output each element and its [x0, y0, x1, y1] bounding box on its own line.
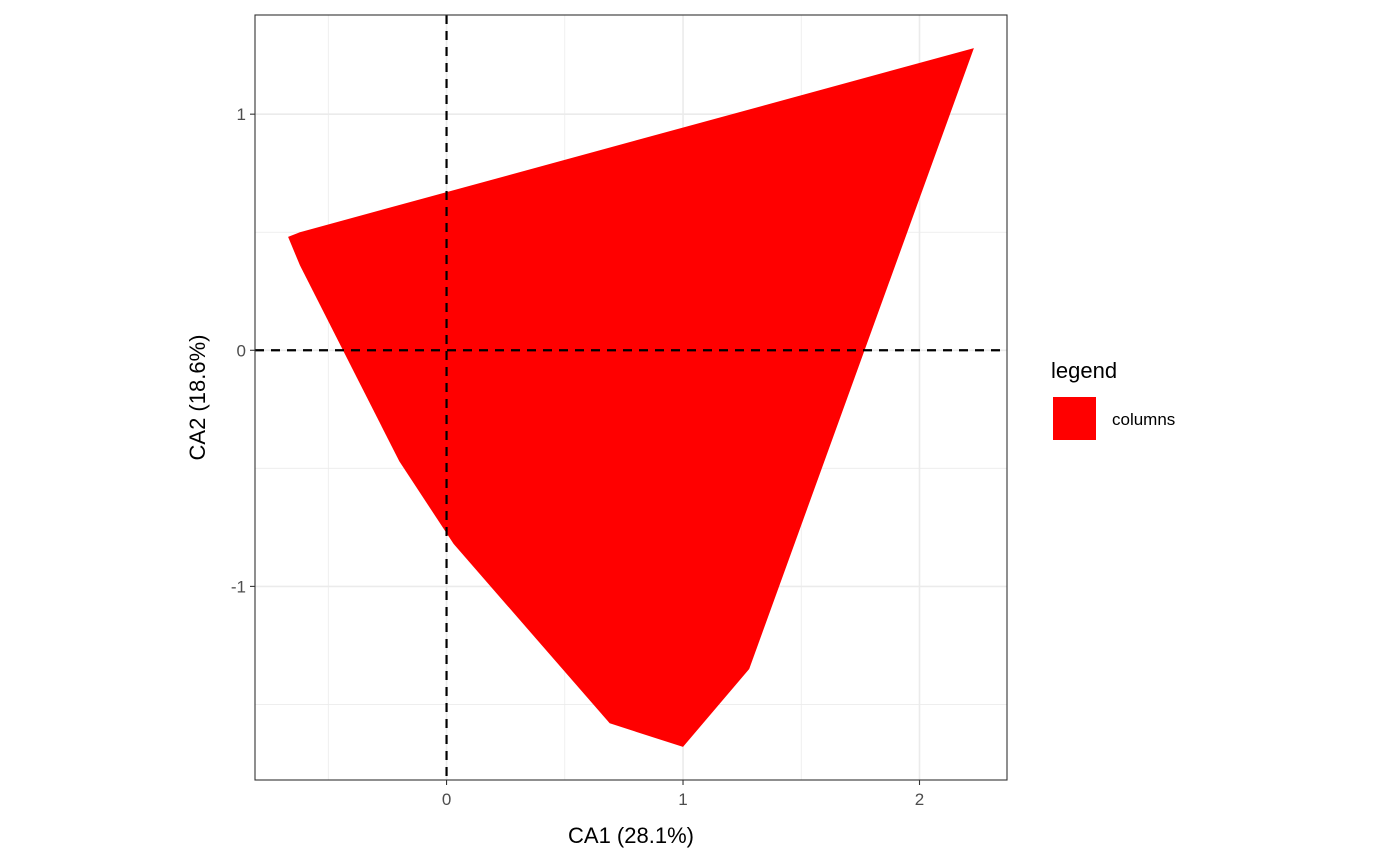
x-axis-title: CA1 (28.1%) [568, 823, 694, 848]
y-tick-label: -1 [231, 577, 246, 596]
panel-border [254, 14, 1008, 781]
x-tick-label: 1 [678, 790, 687, 809]
x-tick-label: 2 [915, 790, 924, 809]
reference-lines [255, 15, 1007, 780]
y-tick-label: 1 [237, 105, 246, 124]
legend: legend columns [1051, 358, 1175, 440]
legend-label-columns: columns [1112, 410, 1175, 429]
legend-key-columns [1053, 397, 1096, 440]
data-layer [288, 48, 974, 747]
axis-ticks: 0 1 2 -1 0 1 [231, 105, 924, 809]
y-axis-title: CA2 (18.6%) [185, 335, 210, 461]
y-tick-label: 0 [237, 341, 246, 360]
x-tick-label: 0 [442, 790, 451, 809]
series-columns-polygon [288, 48, 974, 747]
legend-title: legend [1051, 358, 1117, 383]
